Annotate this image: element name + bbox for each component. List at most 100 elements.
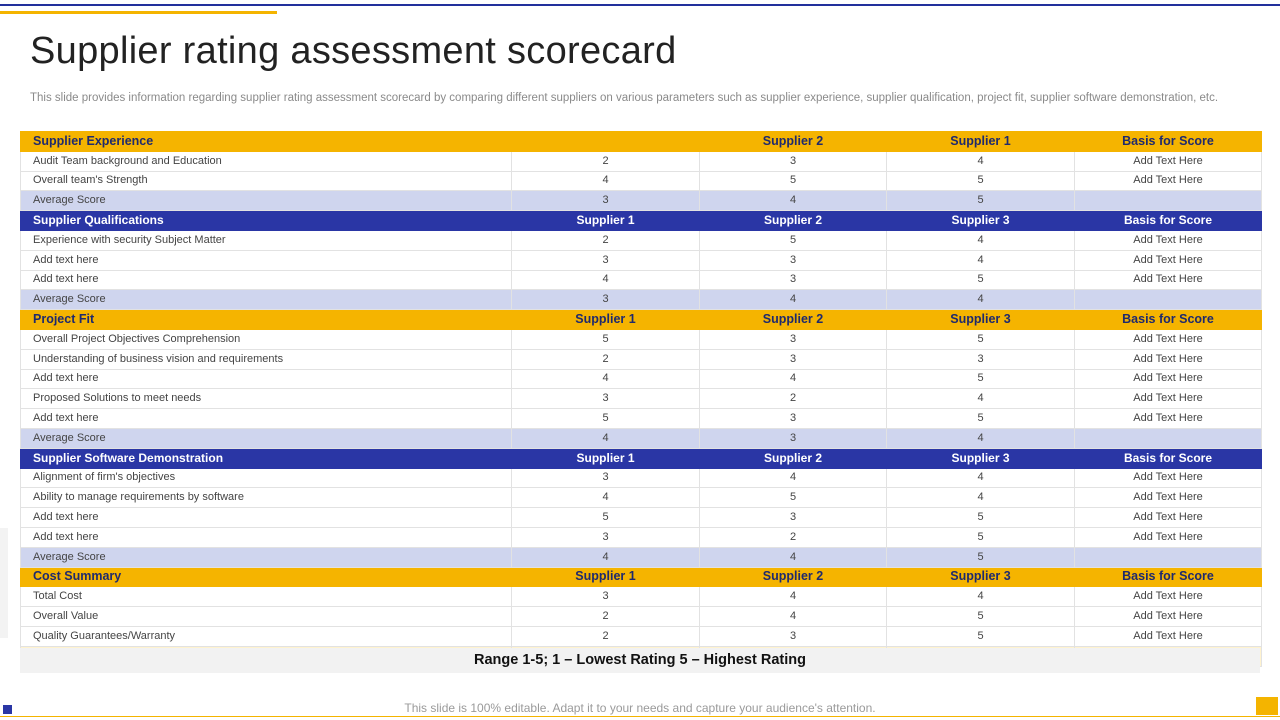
row-label-cell: Understanding of business vision and req… bbox=[20, 348, 512, 370]
table-cell: 2 bbox=[511, 348, 700, 370]
table-cell: 4 bbox=[886, 249, 1075, 271]
table-cell: 2 bbox=[699, 388, 887, 410]
table-cell bbox=[1074, 546, 1262, 568]
page-subtitle: This slide provides information regardin… bbox=[30, 92, 1219, 104]
table-cell: Add Text Here bbox=[1074, 170, 1262, 192]
table-cell: 5 bbox=[886, 546, 1075, 568]
table-cell: Supplier 3 bbox=[886, 309, 1075, 330]
section-header-row: Project Fit Supplier 1 Supplier 2 Supplier … bbox=[20, 309, 1262, 330]
table-cell: 5 bbox=[699, 487, 887, 509]
table-row: Overall team's Strength 4 5 5 Add Text Here bbox=[20, 170, 1262, 192]
table-row: Overall Value 2 4 5 Add Text Here bbox=[20, 606, 1262, 627]
table-cell: 4 bbox=[511, 427, 700, 449]
table-cell: Supplier 3 bbox=[886, 210, 1075, 231]
table-cell: 5 bbox=[886, 328, 1075, 350]
table-cell: Add Text Here bbox=[1074, 368, 1262, 390]
table-cell: 3 bbox=[699, 249, 887, 271]
row-label-cell: Cost Summary bbox=[20, 566, 512, 588]
table-cell: Add Text Here bbox=[1074, 507, 1262, 528]
row-label-cell: Add text here bbox=[20, 269, 512, 291]
table-cell bbox=[511, 131, 700, 152]
row-label-cell: Add text here bbox=[20, 507, 512, 528]
table-cell: 4 bbox=[886, 487, 1075, 509]
table-cell: Supplier 2 bbox=[699, 566, 887, 588]
table-cell: 4 bbox=[699, 467, 887, 489]
corner-square-right bbox=[1256, 697, 1278, 715]
table-cell: 3 bbox=[511, 190, 700, 212]
table-cell: 3 bbox=[699, 427, 887, 449]
table-cell: Add Text Here bbox=[1074, 408, 1262, 429]
table-cell: Supplier 1 bbox=[511, 309, 700, 330]
table-cell: Add Text Here bbox=[1074, 487, 1262, 509]
row-label-cell: Overall Value bbox=[20, 606, 512, 627]
table-cell: 4 bbox=[699, 546, 887, 568]
table-cell: 3 bbox=[511, 526, 700, 548]
row-label-cell: Alignment of firm's objectives bbox=[20, 467, 512, 489]
table-cell: Add Text Here bbox=[1074, 348, 1262, 370]
row-label-cell: Average Score bbox=[20, 427, 512, 449]
row-label-cell: Average Score bbox=[20, 546, 512, 568]
table-cell: 5 bbox=[699, 170, 887, 192]
table-cell: 3 bbox=[699, 507, 887, 528]
average-score-row: Average Score 3 4 4 bbox=[20, 289, 1262, 311]
row-label-cell: Supplier Qualifications bbox=[20, 210, 512, 231]
table-cell: 5 bbox=[886, 526, 1075, 548]
table-cell: Basis for Score bbox=[1074, 210, 1262, 231]
row-label-cell: Add text here bbox=[20, 249, 512, 271]
table-cell: 4 bbox=[699, 606, 887, 627]
table-cell: Supplier 3 bbox=[886, 447, 1075, 469]
table-cell: 5 bbox=[886, 625, 1075, 647]
table-cell: 3 bbox=[699, 348, 887, 370]
table-row: Experience with security Subject Matter 2… bbox=[20, 229, 1262, 251]
table-cell: 4 bbox=[511, 269, 700, 291]
table-cell: Basis for Score bbox=[1074, 566, 1262, 588]
table-cell: 3 bbox=[511, 249, 700, 271]
table-row: Alignment of firm's objectives 3 4 4 Add Tex… bbox=[20, 467, 1262, 489]
table-cell: 3 bbox=[511, 388, 700, 410]
table-cell: 5 bbox=[886, 269, 1075, 291]
table-cell: 2 bbox=[511, 606, 700, 627]
table-cell: 5 bbox=[511, 328, 700, 350]
table-row: Quality Guarantees/Warranty 2 3 5 Add Text H… bbox=[20, 625, 1262, 647]
page-title: Supplier rating assessment scorecard bbox=[30, 30, 677, 72]
footer-note: This slide is 100% editable. Adapt it to… bbox=[404, 701, 876, 715]
average-score-row: Average Score 4 4 5 bbox=[20, 546, 1262, 568]
table-row: Overall Project Objectives Comprehension… bbox=[20, 328, 1262, 350]
table-cell: Basis for Score bbox=[1074, 131, 1262, 152]
table-cell: 4 bbox=[886, 388, 1075, 410]
table-cell: Add Text Here bbox=[1074, 606, 1262, 627]
table-cell: Supplier 3 bbox=[886, 566, 1075, 588]
table-cell: Supplier 1 bbox=[511, 210, 700, 231]
table-row: Add text here 5 3 5 Add Text Here bbox=[20, 507, 1262, 528]
table-row: Add text here 3 3 4 Add Text Here bbox=[20, 249, 1262, 271]
table-cell: 5 bbox=[699, 229, 887, 251]
table-cell: Basis for Score bbox=[1074, 447, 1262, 469]
table-cell: 5 bbox=[886, 408, 1075, 429]
rating-range-note: Range 1-5; 1 – Lowest Rating 5 – Highest… bbox=[20, 648, 1260, 673]
row-label-cell: Add text here bbox=[20, 368, 512, 390]
row-label-cell: Supplier Software Demonstration bbox=[20, 447, 512, 469]
table-row: Add text here 5 3 5 Add Text Here bbox=[20, 408, 1262, 429]
table-cell: Add Text Here bbox=[1074, 229, 1262, 251]
table-cell: 4 bbox=[511, 487, 700, 509]
table-cell: 5 bbox=[886, 170, 1075, 192]
table-cell: 2 bbox=[699, 526, 887, 548]
row-label-cell: Quality Guarantees/Warranty bbox=[20, 625, 512, 647]
table-cell: Add Text Here bbox=[1074, 269, 1262, 291]
section-header-row: Supplier Software Demonstration Supplier … bbox=[20, 447, 1262, 469]
row-label-cell: Proposed Solutions to meet needs bbox=[20, 388, 512, 410]
table-cell: 3 bbox=[511, 586, 700, 608]
average-score-row: Average Score 3 4 5 bbox=[20, 190, 1262, 212]
row-label-cell: Supplier Experience bbox=[20, 131, 512, 152]
table-cell: Add Text Here bbox=[1074, 467, 1262, 489]
table-cell: 4 bbox=[511, 170, 700, 192]
table-cell: Supplier 2 bbox=[699, 309, 887, 330]
corner-square-left bbox=[3, 705, 12, 714]
table-cell bbox=[1074, 289, 1262, 311]
table-cell: 4 bbox=[886, 427, 1075, 449]
table-cell: 4 bbox=[886, 289, 1075, 311]
section-header-row: Cost Summary Supplier 1 Supplier 2 Supplier… bbox=[20, 566, 1262, 588]
table-cell: 5 bbox=[886, 507, 1075, 528]
row-label-cell: Add text here bbox=[20, 526, 512, 548]
row-label-cell: Experience with security Subject Matter bbox=[20, 229, 512, 251]
